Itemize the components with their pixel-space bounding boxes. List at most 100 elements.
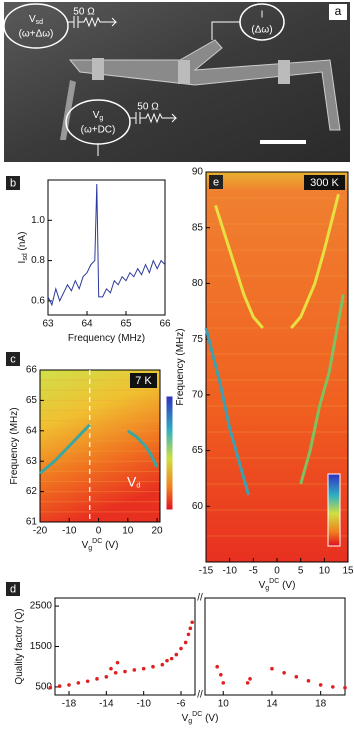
x-tick-label: 63 [42, 319, 54, 330]
x-tick-label: 0 [274, 566, 280, 577]
y-tick-label: 0.8 [31, 255, 45, 266]
panel-label: c [10, 353, 16, 365]
label-part: DC [92, 538, 102, 545]
plot-frame [47, 179, 166, 316]
x-tick-label: 14 [266, 699, 278, 710]
data-point [67, 683, 71, 687]
label-part: DC [269, 578, 279, 585]
x-tick-label: -10 [62, 526, 77, 537]
corner-label-box [304, 175, 345, 190]
y-tick-label: 80 [192, 278, 204, 289]
data-point [57, 684, 62, 688]
x-tick-label: -10 [222, 566, 237, 577]
data-point [113, 670, 118, 675]
x-tick-label: 0 [96, 526, 102, 537]
axis-break: // [197, 593, 203, 604]
x-tick-label: 10 [218, 699, 230, 710]
label-part: (V) [202, 713, 218, 724]
y-tick-label: 85 [192, 222, 204, 233]
x-tick-label: -20 [33, 526, 48, 537]
label-part: V [259, 580, 266, 591]
data-point [215, 664, 219, 669]
data-point [123, 669, 127, 674]
data-point [331, 685, 335, 689]
data-point [188, 626, 193, 631]
data-point [160, 662, 165, 667]
y-tick-label: 60 [192, 501, 204, 512]
data-line [126, 429, 159, 468]
panel-label: d [10, 583, 16, 595]
data-point [306, 679, 311, 683]
y-axis-label: Frequency (MHz) [175, 328, 186, 405]
lead [60, 80, 76, 140]
x-tick-label: 66 [159, 319, 171, 330]
panel-a: Vsd (ω+Δω) 50 Ω I (Δω) Vg (ω+DC) 50 Ω a [3, 2, 350, 162]
label-part: Frequency (MHz) [9, 407, 20, 484]
data-point [104, 675, 109, 679]
y-tick-label: 0.6 [31, 296, 45, 307]
y-tick-label: 500 [35, 682, 52, 693]
clamp [278, 60, 290, 84]
source-name: Vsd [29, 14, 43, 27]
data-point [109, 666, 113, 671]
x-tick-label: 64 [81, 319, 93, 330]
data-point [132, 668, 137, 672]
x-tick-label: 65 [120, 319, 132, 330]
panel-label: b [10, 177, 16, 189]
y-tick-label: 90 [192, 167, 204, 178]
data-point [343, 685, 347, 690]
resistor-label: 50 Ω [137, 102, 159, 113]
detector-name: I [261, 10, 264, 21]
y-tick-label: 1500 [30, 641, 53, 652]
gate-circuit [97, 112, 178, 156]
y-tick-label: 75 [192, 334, 204, 345]
label-part: sd [36, 19, 44, 26]
resistor-label: 50 Ω [73, 7, 95, 18]
corner-label-box [130, 373, 157, 388]
x-axis-label: VgDC (V) [259, 578, 296, 592]
x-axis-label: VgDC (V) [82, 538, 119, 552]
label-part: d [136, 483, 140, 490]
x-tick-label: 10 [122, 526, 134, 537]
data-line [299, 294, 345, 485]
label-part: Frequency (MHz) [175, 328, 186, 405]
x-tick-label: 18 [315, 699, 327, 710]
data-line [39, 423, 91, 475]
heatmap-background [206, 172, 348, 562]
x-tick-label: -10 [136, 699, 151, 710]
panel-label-box [209, 175, 223, 189]
data-point [294, 675, 299, 679]
x-tick-label: 20 [152, 526, 164, 537]
y-tick-label: 70 [192, 389, 204, 400]
detector-wire [211, 21, 240, 40]
clamp [92, 58, 104, 80]
data-point [248, 677, 252, 681]
x-tick-label: -15 [199, 566, 214, 577]
data-point [245, 681, 250, 685]
data-point [95, 677, 99, 681]
data-line [214, 204, 264, 329]
label-part: (V) [279, 580, 295, 591]
x-tick-label: 10 [319, 566, 331, 577]
label-part: V [93, 110, 100, 121]
y-tick-label: 65 [192, 445, 204, 456]
mode-label: Vd [127, 473, 140, 490]
panel-label-box [6, 352, 20, 366]
data-point [270, 666, 274, 671]
x-tick-label: -6 [177, 699, 186, 710]
data-point [221, 681, 226, 685]
clamp [178, 60, 190, 84]
label-part: V [182, 713, 189, 724]
heatmap-background [40, 370, 160, 522]
panel-label-box [6, 176, 20, 190]
x-tick-label: -5 [249, 566, 258, 577]
panel-label-box [329, 4, 347, 20]
label-part: DC [192, 711, 202, 718]
data-point [190, 620, 194, 625]
gate-signal: (ω+DC) [81, 125, 116, 136]
scale-bar [260, 140, 306, 144]
panel-label: e [213, 176, 219, 188]
data-point [186, 632, 191, 637]
data-point [141, 666, 146, 671]
